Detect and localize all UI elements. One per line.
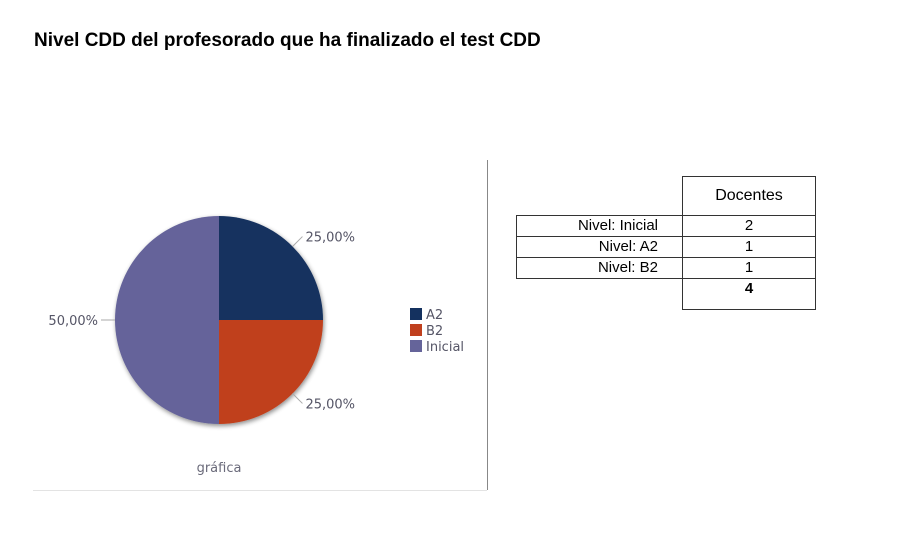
pie-slice-b2 xyxy=(219,320,323,424)
row-value: 1 xyxy=(682,236,816,258)
row-value: 1 xyxy=(682,257,816,279)
table-total-empty xyxy=(517,279,683,310)
legend-swatch-inicial xyxy=(410,340,422,352)
table-header-row: Docentes xyxy=(517,176,816,216)
pie-leader-line xyxy=(292,236,303,247)
pie-slice-label: 50,00% xyxy=(48,314,98,329)
data-table: Docentes Nivel: Inicial 2 Nivel: A2 1 Ni… xyxy=(516,176,816,310)
table-row: Nivel: A2 1 xyxy=(516,236,816,258)
legend-swatch-a2 xyxy=(410,308,422,320)
table-row: Nivel: B2 1 xyxy=(516,257,816,279)
legend-label-b2: B2 xyxy=(426,324,443,339)
row-label: Nivel: Inicial xyxy=(516,215,683,237)
pie-slice-label: 25,00% xyxy=(305,231,355,246)
pie-slice-labels: 25,00% 25,00% 50,00% xyxy=(48,231,355,413)
chart-caption: gráfica xyxy=(197,461,242,476)
table-total-value: 4 xyxy=(682,278,816,310)
legend-swatch-b2 xyxy=(410,324,422,336)
legend-label-a2: A2 xyxy=(426,308,443,323)
pie-slices xyxy=(115,216,323,424)
table-header-docentes: Docentes xyxy=(682,176,816,216)
row-label: Nivel: B2 xyxy=(516,257,683,279)
pie-leader-line xyxy=(292,393,303,404)
page-title: Nivel CDD del profesorado que ha finaliz… xyxy=(34,30,541,51)
row-value: 2 xyxy=(682,215,816,237)
table-row: Nivel: Inicial 2 xyxy=(516,215,816,237)
pie-slice-a2 xyxy=(219,216,323,320)
row-label: Nivel: A2 xyxy=(516,236,683,258)
legend-label-inicial: Inicial xyxy=(426,340,464,355)
pie-slice-label: 25,00% xyxy=(305,397,355,412)
table-header-empty xyxy=(517,177,683,216)
table-total-row: 4 xyxy=(517,278,816,310)
pie-slice-inicial xyxy=(115,216,219,424)
